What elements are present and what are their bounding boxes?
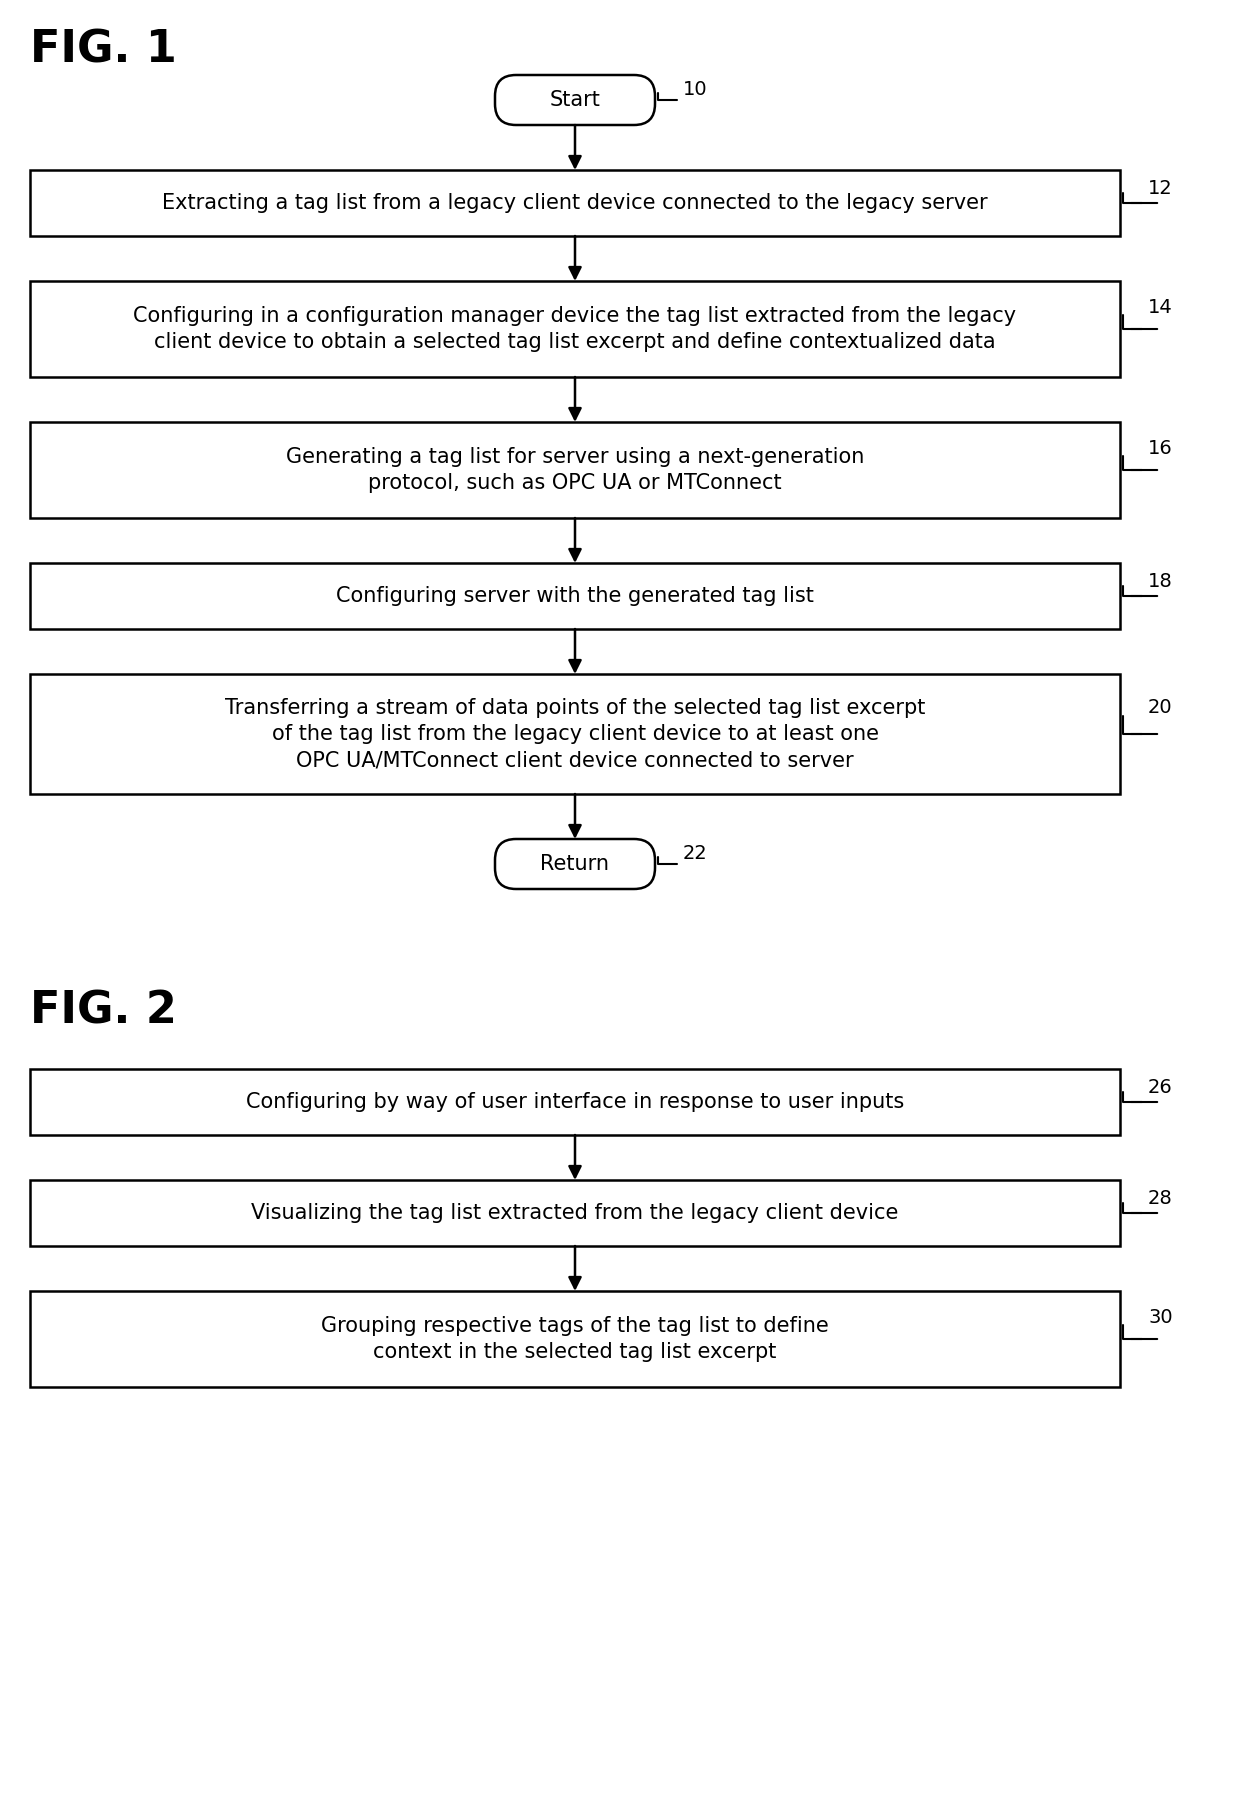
Text: 14: 14 [1148, 298, 1173, 318]
Text: Visualizing the tag list extracted from the legacy client device: Visualizing the tag list extracted from … [252, 1204, 899, 1224]
FancyBboxPatch shape [495, 840, 655, 890]
Text: Generating a tag list for server using a next-generation
protocol, such as OPC U: Generating a tag list for server using a… [285, 447, 864, 493]
Text: Start: Start [549, 90, 600, 109]
FancyBboxPatch shape [30, 1180, 1120, 1247]
Text: Configuring by way of user interface in response to user inputs: Configuring by way of user interface in … [246, 1093, 904, 1112]
FancyBboxPatch shape [30, 170, 1120, 237]
Text: Extracting a tag list from a legacy client device connected to the legacy server: Extracting a tag list from a legacy clie… [162, 194, 988, 213]
Text: 20: 20 [1148, 698, 1173, 718]
FancyBboxPatch shape [30, 563, 1120, 630]
Text: 18: 18 [1148, 572, 1173, 590]
FancyBboxPatch shape [30, 422, 1120, 518]
FancyBboxPatch shape [30, 282, 1120, 377]
FancyBboxPatch shape [495, 75, 655, 126]
Text: FIG. 1: FIG. 1 [30, 29, 177, 72]
Text: 22: 22 [683, 843, 708, 863]
Text: 10: 10 [683, 79, 708, 99]
Text: Configuring server with the generated tag list: Configuring server with the generated ta… [336, 587, 813, 606]
Text: Return: Return [541, 854, 610, 874]
Text: 30: 30 [1148, 1308, 1173, 1328]
Text: 12: 12 [1148, 179, 1173, 197]
Text: 28: 28 [1148, 1189, 1173, 1207]
Text: Grouping respective tags of the tag list to define
context in the selected tag l: Grouping respective tags of the tag list… [321, 1315, 828, 1362]
Text: 16: 16 [1148, 440, 1173, 459]
FancyBboxPatch shape [30, 675, 1120, 795]
Text: Configuring in a configuration manager device the tag list extracted from the le: Configuring in a configuration manager d… [134, 305, 1017, 352]
Text: FIG. 2: FIG. 2 [30, 988, 177, 1032]
FancyBboxPatch shape [30, 1069, 1120, 1136]
FancyBboxPatch shape [30, 1292, 1120, 1387]
Text: 26: 26 [1148, 1078, 1173, 1096]
Text: Transferring a stream of data points of the selected tag list excerpt
of the tag: Transferring a stream of data points of … [224, 698, 925, 770]
